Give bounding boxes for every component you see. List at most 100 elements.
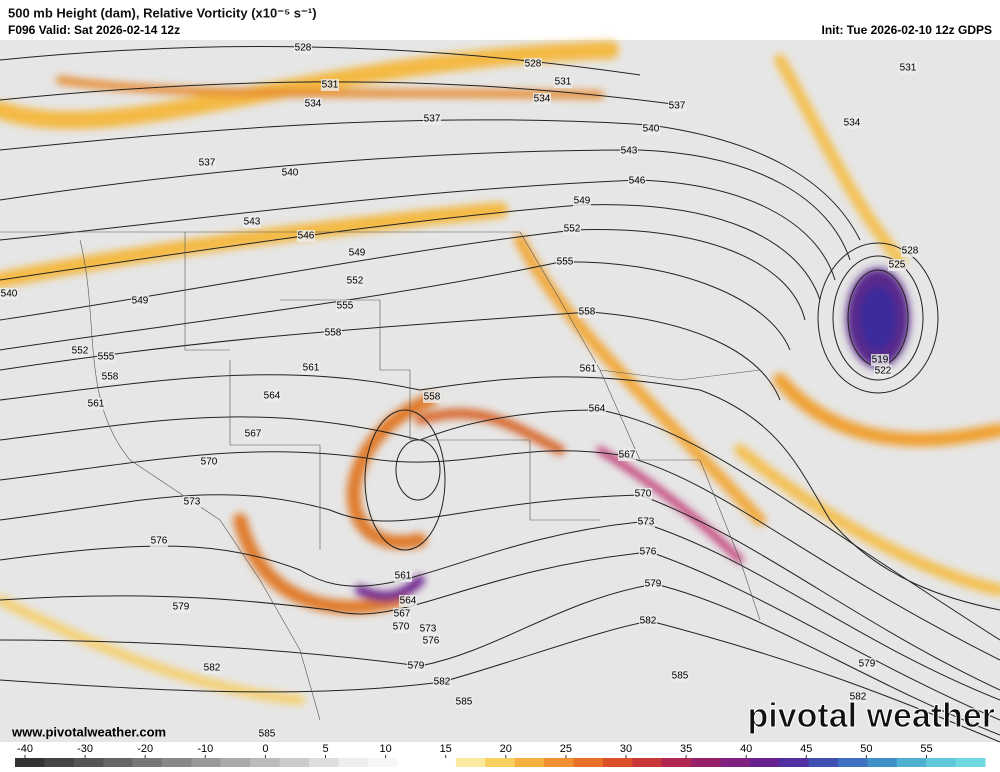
contour-label: 561 [303, 363, 320, 374]
contour-label: 576 [151, 536, 168, 547]
contour-label: 564 [400, 596, 417, 607]
contour-label: 561 [88, 399, 105, 410]
contour-label: 567 [394, 609, 411, 620]
contour-label: 519 [872, 355, 889, 366]
contour-label: 534 [534, 94, 551, 105]
contour-label: 561 [395, 571, 412, 582]
colorbar-cell [691, 758, 721, 767]
contour-label: 567 [245, 429, 262, 440]
label-bg [393, 608, 411, 620]
contour-label: 549 [574, 196, 591, 207]
label-bg [150, 535, 168, 547]
colorbar-tick-label: 50 [860, 743, 872, 755]
colorbar-tick-label: 15 [440, 743, 452, 755]
colorbar-tick-label: 55 [920, 743, 932, 755]
label-bg [888, 259, 906, 271]
label-bg [321, 79, 339, 91]
label-bg [554, 76, 572, 88]
label-bg [618, 449, 636, 461]
contour-label: 531 [900, 63, 917, 74]
label-bg [419, 623, 437, 635]
contour-label: 534 [844, 118, 861, 129]
label-bg [858, 658, 876, 670]
colorbar-cell [573, 758, 604, 767]
label-bg [639, 546, 657, 558]
contour-label: 582 [204, 663, 221, 674]
label-bg [871, 354, 889, 366]
colorbar-cell [250, 758, 281, 767]
colorbar-cell [426, 758, 457, 767]
contour-label: 573 [420, 624, 437, 635]
label-bg [392, 621, 410, 633]
colorbar-tick-label: -10 [197, 743, 213, 755]
label-bg [407, 660, 425, 672]
contour-label: 543 [244, 217, 261, 228]
colorbar-tick-label: 0 [262, 743, 268, 755]
contour-label: 570 [635, 489, 652, 500]
contour-label: 555 [337, 301, 354, 312]
label-bg [97, 351, 115, 363]
label-bg [573, 195, 591, 207]
colorbar-cell [838, 758, 868, 767]
label-bg [628, 175, 646, 187]
contour-label: 540 [282, 168, 299, 179]
colorbar-cell [338, 758, 369, 767]
label-bg [579, 363, 597, 375]
label-bg [243, 216, 261, 228]
label-bg [563, 223, 581, 235]
label-bg [101, 371, 119, 383]
label-bg [668, 100, 686, 112]
contour-label: 558 [424, 392, 441, 403]
contour-label: 537 [199, 158, 216, 169]
label-bg [87, 398, 105, 410]
colorbar-cell [455, 758, 486, 767]
contour-label: 546 [629, 176, 646, 187]
colorbar-tick-label: -30 [77, 743, 93, 755]
colorbar-cell [955, 758, 986, 767]
label-bg [637, 516, 655, 528]
colorbar-cell [103, 758, 134, 767]
colorbar-cell [632, 758, 663, 767]
contour-label: 579 [173, 602, 190, 613]
valid-time: F096 Valid: Sat 2026-02-14 12z [8, 23, 180, 37]
contour-label: 558 [325, 328, 342, 339]
label-bg [172, 601, 190, 613]
label-bg [244, 428, 262, 440]
colorbar-cell [397, 758, 428, 767]
colorbar-cell [779, 758, 810, 767]
contour-label: 522 [875, 366, 892, 377]
contour-label: 585 [456, 697, 473, 708]
label-bg [843, 117, 861, 129]
label-bg [578, 306, 596, 318]
colorbar-cell [73, 758, 104, 767]
label-bg [533, 93, 551, 105]
colorbar-cell [15, 758, 45, 767]
contour-label: 555 [557, 257, 574, 268]
label-bg [671, 670, 689, 682]
label-bg [346, 275, 364, 287]
colorbar-cell [808, 758, 839, 767]
colorbar-cell [367, 758, 398, 767]
contour-label: 576 [423, 636, 440, 647]
colorbar-tick-label: 20 [500, 743, 512, 755]
colorbar-tick-label: 30 [620, 743, 632, 755]
colorbar-tick-label: 40 [740, 743, 752, 755]
colorbar-cell [720, 758, 751, 767]
colorbar-cell [544, 758, 574, 767]
colorbar-cell [485, 758, 516, 767]
label-bg [899, 62, 917, 74]
contour-label: 561 [580, 364, 597, 375]
label-bg [200, 456, 218, 468]
colorbar-cell [220, 758, 251, 767]
contour-label: 549 [132, 296, 149, 307]
contour-label: 540 [643, 124, 660, 135]
contour-label: 528 [295, 43, 312, 54]
label-bg [302, 362, 320, 374]
contour-label: 537 [424, 114, 441, 125]
contour-label: 552 [564, 224, 581, 235]
label-bg [131, 295, 149, 307]
colorbar-cell [896, 758, 927, 767]
contour-label: 585 [672, 671, 689, 682]
contour-label: 546 [298, 231, 315, 242]
